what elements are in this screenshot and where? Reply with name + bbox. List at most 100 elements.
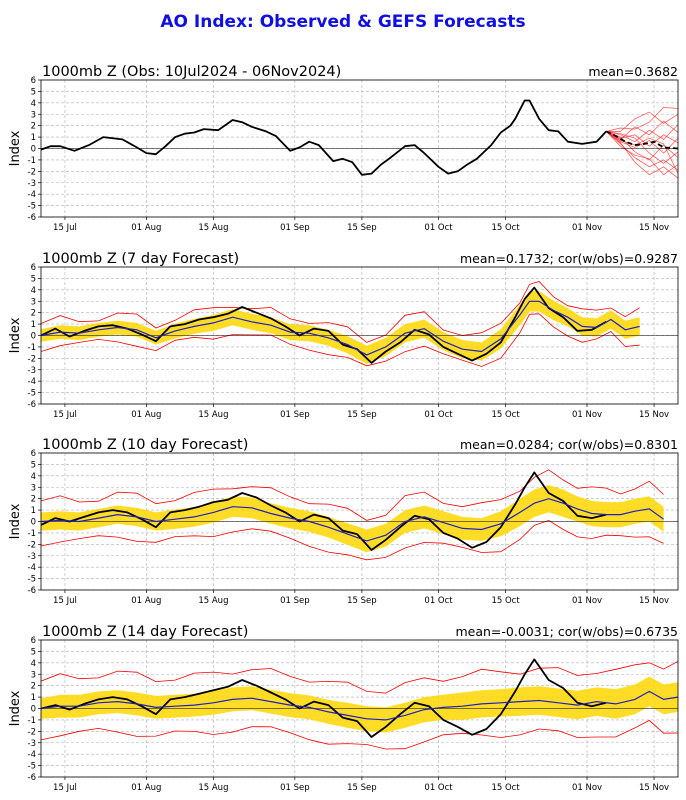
ensemble-member-line xyxy=(606,120,678,140)
y-tick-label: 5 xyxy=(31,274,36,284)
y-tick-label: 3 xyxy=(31,483,36,493)
x-tick-label: 15 Jul xyxy=(53,410,77,420)
panel-title: 1000mb Z (10 day Forecast) xyxy=(42,437,248,453)
y-tick-label: -1 xyxy=(28,716,36,726)
y-tick-label: 5 xyxy=(31,460,36,470)
y-tick-label: -6 xyxy=(28,400,36,410)
x-tick-label: 15 Oct xyxy=(491,783,520,793)
x-tick-label: 15 Nov xyxy=(639,223,669,233)
x-tick-label: 01 Nov xyxy=(572,223,602,233)
plot-frame xyxy=(40,79,679,218)
y-tick-label: -6 xyxy=(28,586,36,596)
panel-title: 1000mb Z (14 day Forecast) xyxy=(42,624,248,640)
x-tick-label: 01 Aug xyxy=(131,410,161,420)
x-tick-label: 15 Sep xyxy=(347,783,377,793)
y-tick-label: 4 xyxy=(31,99,36,109)
panel-stats: mean=0.3682 xyxy=(588,64,678,79)
x-tick-label: 01 Aug xyxy=(131,223,161,233)
observed-line xyxy=(41,99,607,176)
y-tick-label: -4 xyxy=(28,563,36,573)
x-tick-label: 01 Nov xyxy=(572,596,602,606)
y-tick-label: -5 xyxy=(28,762,36,772)
panel-4: 1000mb Z (14 day Forecast) mean=-0.0031; … xyxy=(8,624,679,793)
x-tick-label: 15 Sep xyxy=(347,596,377,606)
x-tick-label: 15 Sep xyxy=(347,223,377,233)
y-tick-label: 2 xyxy=(31,682,36,692)
y-tick-label: -1 xyxy=(28,156,36,166)
y-tick-label: 1 xyxy=(31,506,36,516)
panel-1: 1000mb Z (Obs: 10Jul2024 - 06Nov2024) mea… xyxy=(8,64,679,233)
ensemble-member-line xyxy=(606,124,678,143)
upper-bound-line xyxy=(41,660,678,694)
x-tick-label: 01 Oct xyxy=(424,783,453,793)
x-tick-label: 15 Oct xyxy=(491,410,520,420)
spread-band xyxy=(41,485,664,553)
x-tick-label: 15 Oct xyxy=(491,596,520,606)
y-tick-label: -4 xyxy=(28,190,36,200)
y-tick-label: 5 xyxy=(31,87,36,97)
x-tick-label: 01 Nov xyxy=(572,410,602,420)
x-tick-label: 15 Aug xyxy=(198,410,228,420)
x-tick-label: 01 Oct xyxy=(424,596,453,606)
y-tick-label: 4 xyxy=(31,472,36,482)
lower-bound-line xyxy=(41,313,640,367)
x-tick-label: 15 Sep xyxy=(347,410,377,420)
x-tick-label: 01 Oct xyxy=(424,223,453,233)
x-tick-label: 01 Sep xyxy=(280,783,310,793)
x-tick-label: 01 Sep xyxy=(280,223,310,233)
y-tick-label: -5 xyxy=(28,575,36,585)
y-axis-label: Index xyxy=(8,130,23,166)
plot-area xyxy=(41,99,678,179)
x-tick-label: 15 Nov xyxy=(639,410,669,420)
y-tick-label: -1 xyxy=(28,529,36,539)
x-tick-label: 01 Sep xyxy=(280,596,310,606)
x-tick-label: 01 Aug xyxy=(131,783,161,793)
x-tick-label: 01 Oct xyxy=(424,410,453,420)
y-tick-label: 2 xyxy=(31,495,36,505)
lower-bound-line xyxy=(41,519,664,561)
plot-area xyxy=(41,658,678,750)
x-tick-label: 15 Aug xyxy=(198,596,228,606)
y-tick-label: 6 xyxy=(31,449,36,459)
y-tick-label: 4 xyxy=(31,286,36,296)
plot-frame xyxy=(40,266,679,405)
x-tick-label: 01 Aug xyxy=(131,596,161,606)
panel-3: 1000mb Z (10 day Forecast) mean=0.0284; c… xyxy=(8,437,679,606)
y-tick-label: 6 xyxy=(31,76,36,86)
y-tick-label: -6 xyxy=(28,773,36,783)
y-tick-label: -3 xyxy=(28,366,36,376)
lower-bound-line xyxy=(41,719,678,750)
x-tick-label: 15 Aug xyxy=(198,783,228,793)
plot-area xyxy=(41,469,678,561)
ensemble-member-line xyxy=(605,131,678,179)
y-tick-label: -3 xyxy=(28,739,36,749)
x-tick-label: 15 Jul xyxy=(53,596,77,606)
ensemble-member-line xyxy=(606,111,678,132)
ensemble-mean-line xyxy=(41,498,664,542)
ensemble-member-line xyxy=(606,131,678,174)
y-tick-label: 1 xyxy=(31,693,36,703)
ensemble-member-line xyxy=(605,131,678,154)
forecast-mean-line xyxy=(605,130,678,150)
x-tick-label: 15 Jul xyxy=(53,223,77,233)
y-tick-label: 1 xyxy=(31,320,36,330)
y-tick-label: -5 xyxy=(28,389,36,399)
y-tick-label: 0 xyxy=(31,145,36,155)
panel-stats: mean=-0.0031; cor(w/obs)=0.6735 xyxy=(455,624,678,639)
y-tick-label: -4 xyxy=(28,377,36,387)
ensemble-mean-line xyxy=(41,690,678,721)
y-tick-label: 6 xyxy=(31,263,36,273)
y-axis-label: Index xyxy=(8,503,23,539)
x-tick-label: 15 Nov xyxy=(639,596,669,606)
plot-area xyxy=(41,281,678,367)
y-tick-label: 6 xyxy=(31,636,36,646)
x-tick-label: 01 Sep xyxy=(280,410,310,420)
y-tick-label: 0 xyxy=(31,332,36,342)
y-tick-label: 0 xyxy=(31,705,36,715)
spread-band xyxy=(41,676,678,733)
ensemble-member-line xyxy=(606,107,678,132)
y-tick-label: -6 xyxy=(28,213,36,223)
y-tick-label: 5 xyxy=(31,647,36,657)
y-tick-label: 2 xyxy=(31,122,36,132)
y-tick-label: 4 xyxy=(31,659,36,669)
